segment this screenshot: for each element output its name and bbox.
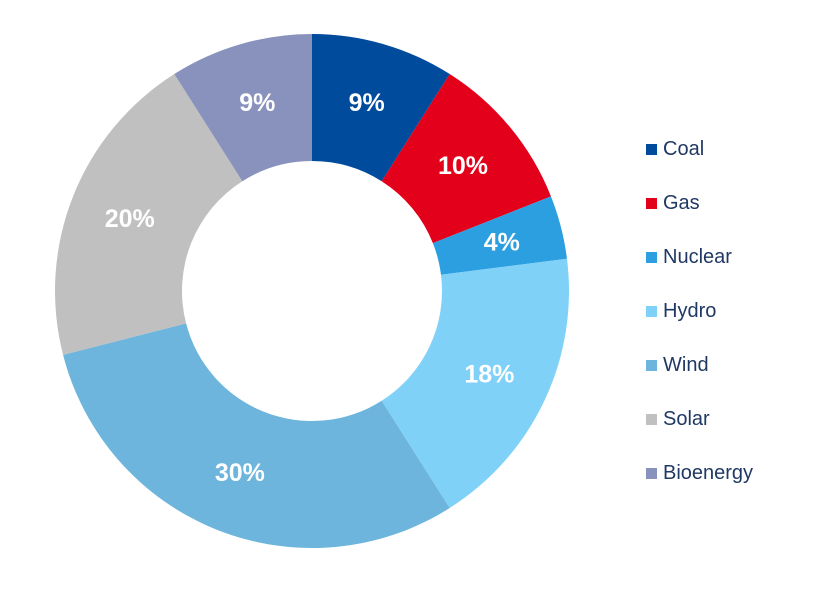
legend-item-wind: Wind (646, 338, 753, 392)
data-label-nuclear: 4% (484, 228, 520, 256)
legend-label: Nuclear (663, 245, 732, 268)
donut-data-labels: 9% 10% 4% 18% 30% 20% 9% (105, 89, 520, 487)
legend-label: Gas (663, 191, 700, 214)
legend-swatch (646, 413, 657, 425)
slice-hydro (381, 258, 569, 508)
legend-swatch (646, 359, 657, 371)
legend-item-bioenergy: Bioenergy (646, 446, 753, 500)
legend-swatch (646, 251, 657, 263)
legend-swatch (646, 197, 657, 209)
legend-item-solar: Solar (646, 392, 753, 446)
legend-label: Hydro (663, 299, 717, 322)
slice-wind (63, 323, 450, 548)
data-label-gas: 10% (438, 152, 488, 180)
legend-label: Solar (663, 407, 710, 430)
slice-gas (381, 74, 551, 244)
legend-label: Bioenergy (663, 461, 754, 484)
donut-slices (54, 34, 569, 548)
chart-legend: Coal Gas Nuclear Hydro Wind Solar Bioenergy (646, 122, 753, 500)
data-label-hydro: 18% (464, 360, 514, 388)
slice-solar (54, 74, 243, 355)
legend-label: Wind (663, 353, 709, 376)
slice-nuclear (432, 196, 567, 275)
legend-swatch (646, 467, 657, 479)
legend-swatch (646, 143, 657, 155)
legend-label: Coal (663, 137, 705, 160)
data-label-wind: 30% (215, 459, 265, 487)
data-label-bioenergy: 9% (239, 89, 275, 117)
legend-item-hydro: Hydro (646, 284, 753, 338)
slice-bioenergy (174, 34, 312, 182)
legend-swatch (646, 305, 657, 317)
legend-item-gas: Gas (646, 176, 753, 230)
data-label-solar: 20% (105, 205, 155, 233)
legend-item-coal: Coal (646, 122, 753, 176)
slice-coal (312, 34, 450, 182)
legend-item-nuclear: Nuclear (646, 230, 753, 284)
data-label-coal: 9% (349, 89, 385, 117)
